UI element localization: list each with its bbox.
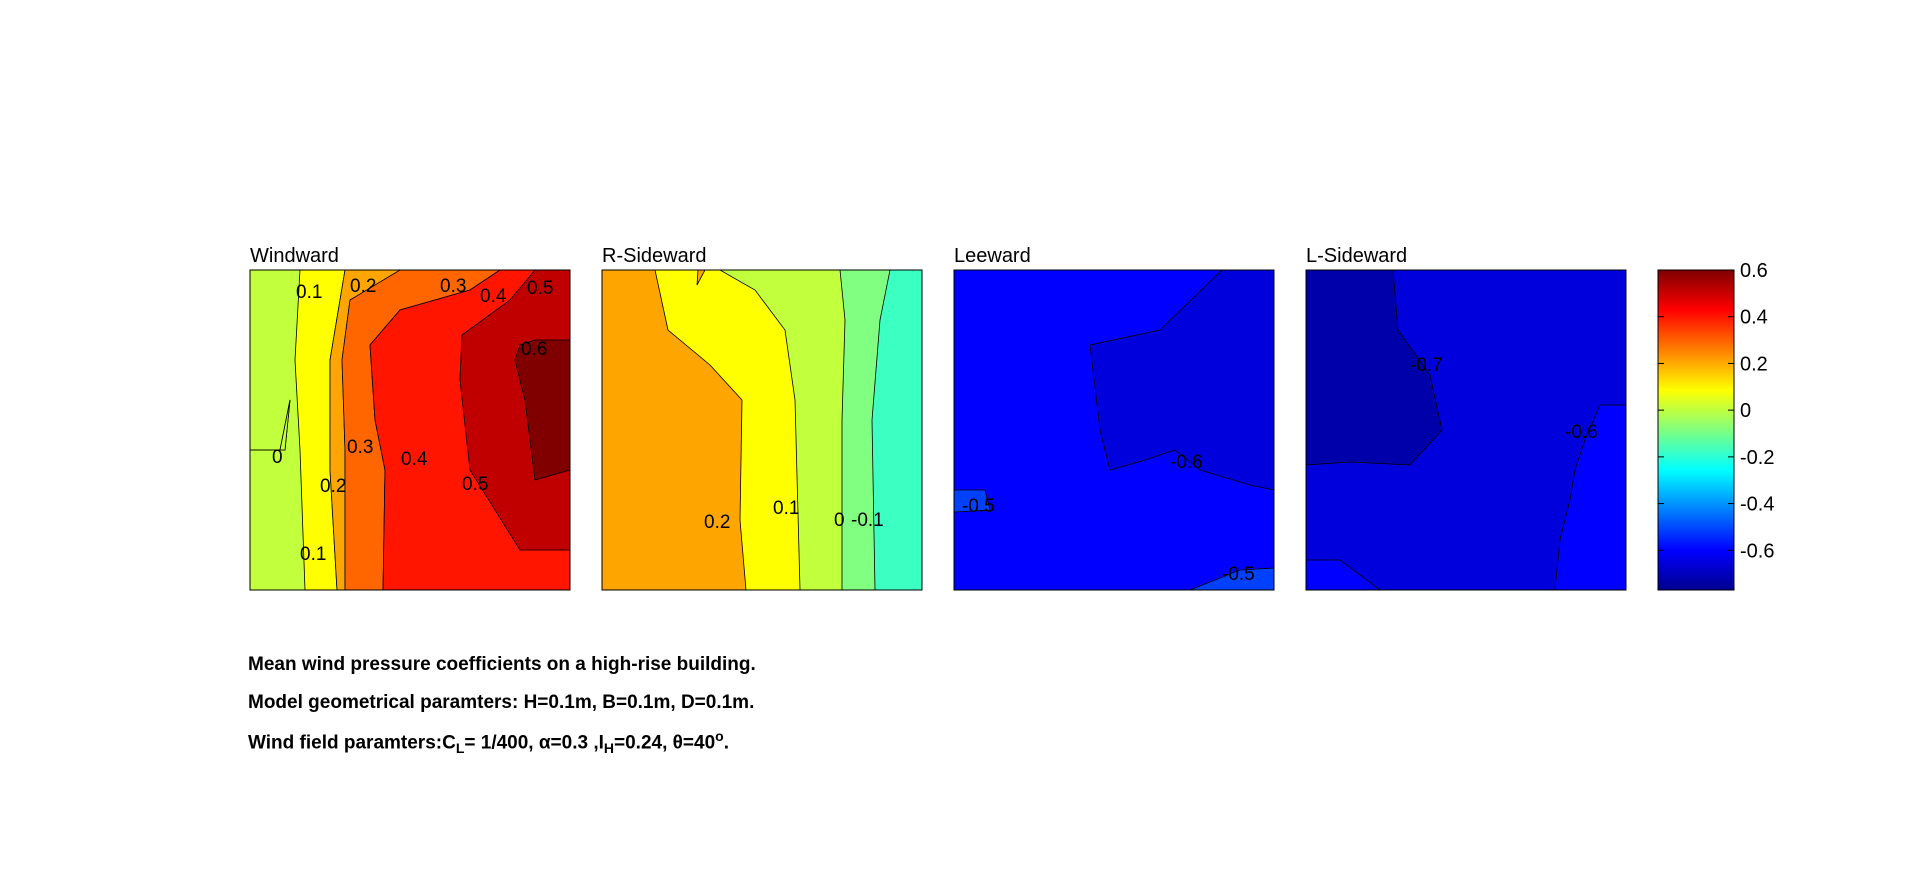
panel-windward: Windward 0.1 0.2 0.3 0.4 0.5 0.6 0 0.3 0… xyxy=(249,245,571,591)
caption-degree-sup: o xyxy=(715,728,724,744)
contour-label: 0.1 xyxy=(773,498,799,519)
colorbar-tick-label: 0.6 xyxy=(1740,260,1768,282)
contour-labels-l-sideward: -0.7 -0.6 xyxy=(1410,355,1598,443)
caption-line-3: Wind field paramters:CL= 1/400, α=0.3 ,I… xyxy=(248,728,729,756)
contour-label: 0.1 xyxy=(296,282,322,303)
caption-end: . xyxy=(723,732,729,754)
region-r-sideward-5 xyxy=(696,270,706,286)
colorbar-tick-label: -0.2 xyxy=(1740,447,1774,469)
contour-label: 0.4 xyxy=(480,286,507,307)
contour-label: -0.5 xyxy=(962,496,995,517)
contour-label: 0.6 xyxy=(521,339,547,360)
contour-label: 0 xyxy=(834,510,845,531)
panel-title-l-sideward: L-Sideward xyxy=(1306,245,1407,267)
axes-l-sideward xyxy=(1305,269,1627,591)
contour-label: 0.2 xyxy=(704,512,730,533)
contour-label: -0.6 xyxy=(1565,422,1598,443)
caption-alpha: α=0.3 ,I xyxy=(538,732,604,754)
caption-ih-sub: H xyxy=(603,740,615,757)
colorbar-tick-label: 0 xyxy=(1740,400,1751,422)
panel-l-sideward: L-Sideward -0.7 -0.6 xyxy=(1305,245,1627,591)
panel-leeward: Leeward -0.6 -0.5 -0.5 xyxy=(953,245,1275,591)
colorbar-tick-label: -0.6 xyxy=(1740,540,1774,562)
axes-r-sideward xyxy=(601,269,923,591)
contour-label: 0.1 xyxy=(300,544,326,565)
contour-label: 0.2 xyxy=(320,476,346,497)
region-leeward-2 xyxy=(954,489,991,513)
caption-theta: θ=40 xyxy=(672,732,716,754)
caption-mid2: =0.24, xyxy=(614,732,673,754)
region-l-sideward-1 xyxy=(1306,270,1443,466)
colorbar-gradient xyxy=(1657,269,1735,591)
region-r-sideward-4 xyxy=(602,270,747,590)
contour-label: -0.6 xyxy=(1170,452,1203,473)
contour-label: 0.3 xyxy=(347,437,373,458)
contour-label: -0.7 xyxy=(1410,355,1443,376)
contour-label: -0.1 xyxy=(851,510,884,531)
colorbar-tick-label: 0.4 xyxy=(1740,307,1768,329)
panel-title-windward: Windward xyxy=(250,245,339,267)
axes-windward xyxy=(249,269,571,591)
contour-labels-r-sideward: 0.2 0.1 0 -0.1 xyxy=(704,498,884,533)
caption-line-2: Model geometrical paramters: H=0.1m, B=0… xyxy=(248,692,755,713)
contour-label: 0.5 xyxy=(527,278,553,299)
caption-prefix: Wind field paramters:C xyxy=(248,732,456,754)
contour-labels-windward: 0.1 0.2 0.3 0.4 0.5 0.6 0 0.3 0.4 0.2 0.… xyxy=(272,276,553,565)
contour-label: 0.5 xyxy=(462,474,488,495)
colorbar: 0.6 0.4 0.2 0 -0.2 -0.4 -0.6 xyxy=(1657,260,1774,591)
region-leeward-3 xyxy=(1189,567,1274,590)
contour-label: 0.2 xyxy=(350,276,376,297)
region-windward-zero xyxy=(250,399,291,451)
panel-r-sideward: R-Sideward 0.2 0.1 0 -0.1 xyxy=(601,245,923,591)
contour-label: 0.3 xyxy=(440,276,466,297)
contour-label: 0.4 xyxy=(401,449,428,470)
panel-title-r-sideward: R-Sideward xyxy=(602,245,706,267)
colorbar-tick-label: 0.2 xyxy=(1740,353,1768,375)
caption-line-1: Mean wind pressure coefficients on a hig… xyxy=(248,654,756,675)
region-leeward-1 xyxy=(1089,270,1274,491)
contour-label: 0 xyxy=(272,447,283,468)
contour-label: -0.5 xyxy=(1222,564,1255,585)
region-windward-6 xyxy=(514,339,570,481)
colorbar-tick-label: -0.4 xyxy=(1740,494,1774,516)
region-l-sideward-3 xyxy=(1306,559,1381,590)
caption-mid1: = 1/400, xyxy=(464,732,539,754)
axes-leeward xyxy=(953,269,1275,591)
panel-title-leeward: Leeward xyxy=(954,245,1031,267)
caption-cl-sub: L xyxy=(455,740,465,757)
region-l-sideward-2 xyxy=(1554,404,1626,590)
colorbar-ticks: 0.6 0.4 0.2 0 -0.2 -0.4 -0.6 xyxy=(1658,260,1774,562)
contour-labels-leeward: -0.6 -0.5 -0.5 xyxy=(962,452,1255,585)
